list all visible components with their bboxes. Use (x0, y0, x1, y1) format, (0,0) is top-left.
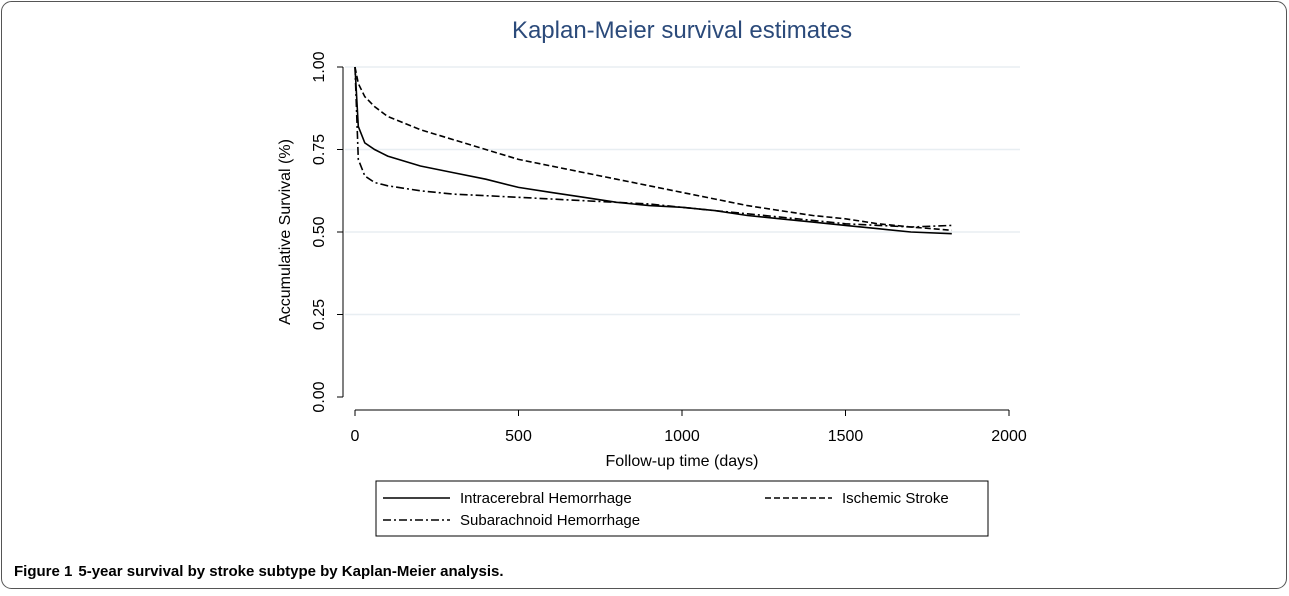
caption-text: 5-year survival by stroke subtype by Kap… (78, 563, 503, 580)
y-tick-label: 0.25 (311, 299, 328, 330)
y-tick-label: 1.00 (311, 51, 328, 82)
y-axis-label: Accumulative Survival (%) (277, 139, 294, 325)
x-tick-label: 1000 (664, 428, 700, 445)
survival-line (354, 66, 952, 235)
legend-label: Intracerebral Hemorrhage (460, 490, 632, 507)
x-tick-label: 2000 (991, 428, 1027, 445)
x-tick-label: 1500 (828, 428, 864, 445)
survival-line (354, 66, 952, 228)
caption: Figure 1 5-year survival by stroke subtyp… (14, 563, 504, 580)
chart-title: Kaplan-Meier survival estimates (512, 17, 852, 44)
x-tick-label: 500 (505, 428, 532, 445)
caption-label: Figure 1 (14, 563, 72, 580)
y-tick-label: 0.00 (311, 381, 328, 412)
y-tick-label: 0.75 (311, 134, 328, 165)
survival-line (354, 66, 952, 232)
y-tick-label: 0.50 (311, 216, 328, 247)
x-axis-label: Follow-up time (days) (606, 453, 759, 470)
legend-label: Ischemic Stroke (842, 490, 949, 507)
legend-label: Subarachnoid Hemorrhage (460, 512, 640, 529)
x-tick-label: 0 (351, 428, 360, 445)
legend (375, 480, 989, 537)
